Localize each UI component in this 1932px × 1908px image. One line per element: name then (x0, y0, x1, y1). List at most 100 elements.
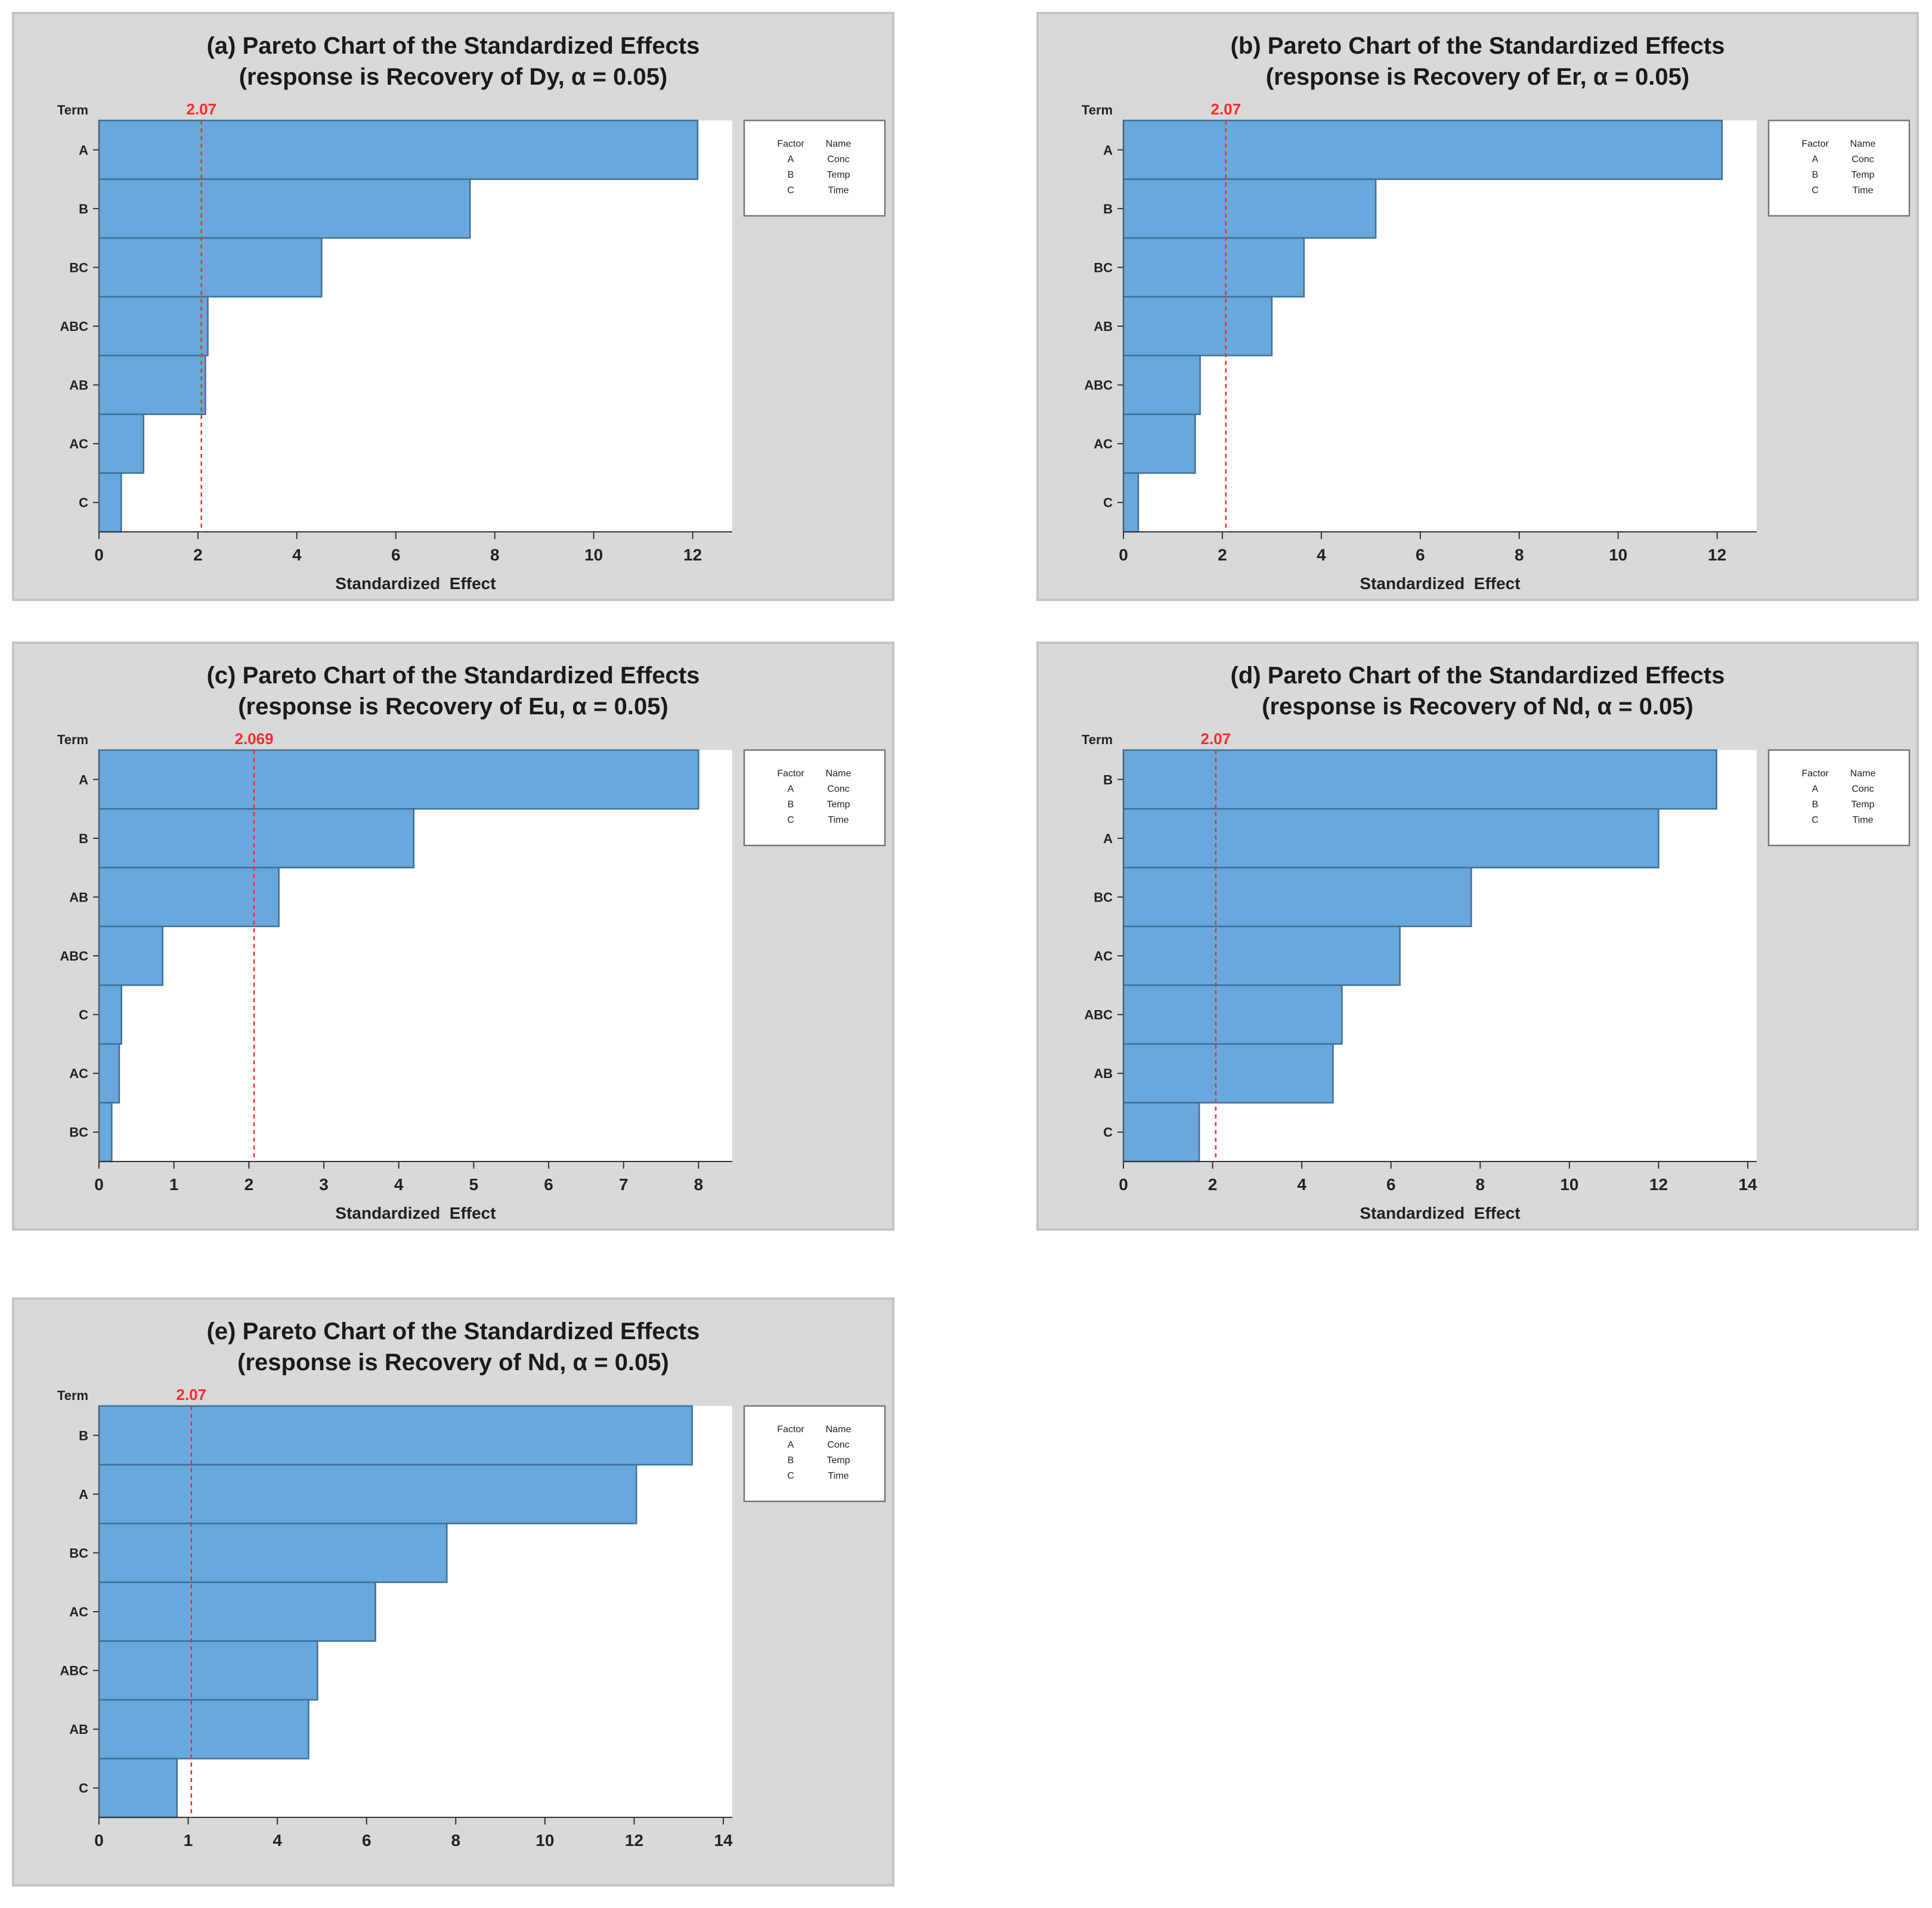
x-tick-label: 8 (694, 1175, 704, 1194)
y-axis-label: Term (57, 103, 88, 117)
category-label: AB (69, 1722, 88, 1737)
legend-name: Temp (1851, 800, 1874, 810)
chart-title: (d) Pareto Chart of the Standardized Eff… (1231, 662, 1725, 689)
legend-name: Conc (1852, 784, 1874, 794)
y-axis-label: Term (57, 732, 88, 747)
x-tick-label: 8 (490, 546, 500, 564)
category-label: C (79, 1781, 88, 1796)
category-label: ABC (60, 949, 88, 964)
bar-bc (98, 1102, 113, 1163)
x-tick-label: 14 (714, 1831, 733, 1850)
legend-name: Time (828, 185, 849, 196)
category-label: ABC (1084, 1008, 1113, 1023)
category-label: B (1103, 202, 1113, 216)
chart-title: (b) Pareto Chart of the Standardized Eff… (1231, 33, 1725, 59)
legend-header-factor: Factor (1801, 139, 1829, 149)
legend-header-name: Name (1850, 139, 1876, 149)
x-axis-label: Standardized Effect (1360, 574, 1520, 593)
y-axis-label: Term (1082, 103, 1113, 117)
category-label: A (1103, 831, 1113, 846)
bar-bc (1122, 866, 1472, 927)
bar-a (1122, 808, 1659, 869)
bar-abc (98, 296, 209, 357)
legend-factor: C (1812, 815, 1819, 825)
chart-title: (c) Pareto Chart of the Standardized Eff… (207, 662, 700, 689)
legend-name: Time (828, 1471, 849, 1481)
category-label: ABC (60, 1664, 88, 1678)
category-label: AC (1094, 949, 1113, 964)
pareto-panel-e: (e) Pareto Chart of the Standardized Eff… (12, 1297, 894, 1887)
pareto-chart: (c) Pareto Chart of the Standardized Eff… (57, 662, 886, 1222)
category-label: B (1103, 772, 1113, 787)
reference-line-label: 2.07 (1210, 100, 1241, 118)
factor-legend (1767, 119, 1911, 217)
x-tick-label: 4 (1297, 1175, 1306, 1194)
reference-line-label: 2.07 (1201, 730, 1231, 748)
x-tick-label: 6 (1416, 546, 1425, 564)
legend-factor: A (788, 154, 794, 165)
legend-name: Temp (826, 800, 850, 810)
legend-factor: A (788, 1440, 794, 1450)
chart-subtitle: (response is Recovery of Eu, α = 0.05) (238, 693, 668, 720)
bar-c (98, 472, 122, 533)
bar-a (1122, 119, 1723, 180)
chart-title: (e) Pareto Chart of the Standardized Eff… (207, 1318, 700, 1345)
bar-ac (1122, 413, 1196, 474)
factor-legend (1767, 749, 1911, 847)
bar-c (98, 1758, 178, 1819)
x-axis-label: Standardized Effect (1360, 1204, 1520, 1222)
category-label: A (1103, 143, 1113, 157)
x-tick-label: 10 (584, 546, 603, 564)
bar-a (98, 749, 699, 810)
bar-ab (98, 866, 280, 927)
legend-factor: B (1812, 170, 1819, 180)
category-label: BC (69, 1545, 88, 1560)
legend-header-factor: Factor (1801, 769, 1829, 779)
bar-bc (98, 1522, 448, 1583)
legend-factor: B (788, 1455, 794, 1466)
x-tick-label: 2 (1218, 546, 1227, 564)
legend-factor: B (1812, 800, 1819, 810)
chart-subtitle: (response is Recovery of Nd, α = 0.05) (1262, 693, 1693, 720)
category-label: BC (69, 260, 88, 275)
x-tick-label: 0 (94, 1175, 104, 1194)
pareto-panel-a: (a) Pareto Chart of the Standardized Eff… (12, 12, 894, 601)
pareto-chart: (a) Pareto Chart of the Standardized Eff… (57, 33, 886, 593)
x-tick-label: 4 (1317, 546, 1326, 564)
category-label: B (79, 831, 88, 846)
x-axis-label: Standardized Effect (335, 574, 496, 593)
legend-header-factor: Factor (777, 139, 804, 149)
bar-bc (98, 237, 323, 298)
x-tick-label: 8 (1476, 1175, 1485, 1194)
y-axis-label: Term (57, 1388, 88, 1403)
legend-name: Time (1853, 185, 1874, 196)
x-tick-label: 12 (625, 1831, 643, 1850)
category-label: B (79, 1428, 88, 1443)
x-tick-label: 2 (1208, 1175, 1218, 1194)
category-label: AC (1094, 436, 1113, 451)
bar-bc (1122, 237, 1305, 298)
x-tick-label: 5 (469, 1175, 479, 1194)
category-label: AC (69, 436, 88, 451)
x-tick-label: 2 (193, 546, 203, 564)
x-tick-label: 8 (451, 1831, 461, 1850)
bar-abc (98, 1640, 318, 1701)
category-label: A (79, 1487, 88, 1502)
x-tick-label: 6 (391, 546, 401, 564)
legend-name: Temp (826, 170, 850, 180)
x-tick-label: 4 (273, 1831, 282, 1850)
category-label: A (79, 143, 88, 157)
x-tick-label: 6 (1386, 1175, 1396, 1194)
x-tick-label: 10 (1609, 546, 1627, 564)
legend-name: Conc (827, 784, 849, 794)
category-label: C (79, 1008, 88, 1023)
category-label: ABC (60, 319, 88, 334)
legend-factor: A (788, 784, 794, 794)
legend-header-name: Name (826, 1424, 852, 1435)
x-tick-label: 0 (94, 546, 104, 564)
pareto-chart: (e) Pareto Chart of the Standardized Eff… (57, 1318, 886, 1850)
legend-factor: B (788, 170, 794, 180)
bar-ac (1122, 925, 1401, 986)
x-tick-label: 4 (394, 1175, 404, 1194)
legend-factor: C (787, 185, 794, 196)
